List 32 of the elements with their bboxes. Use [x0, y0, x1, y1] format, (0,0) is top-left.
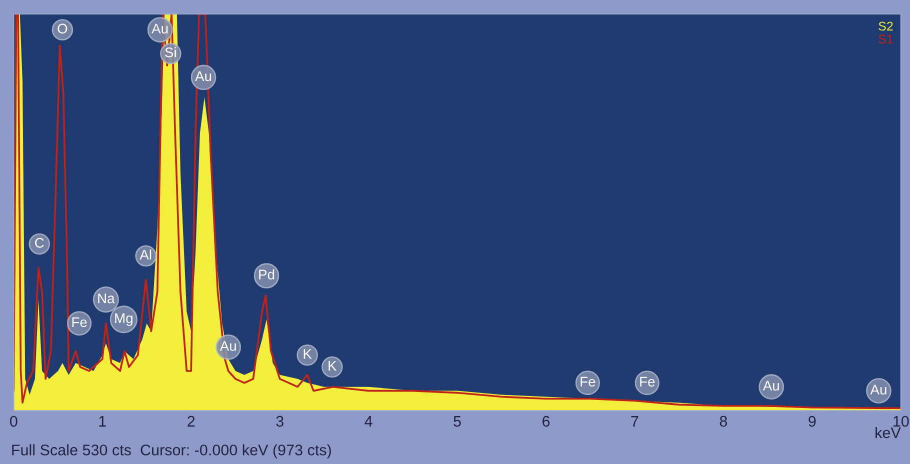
x-tick-label: 8: [720, 416, 728, 427]
text: S2: [878, 22, 893, 31]
x-axis-title: keV: [876, 426, 901, 438]
x-tick-label: 5: [454, 416, 461, 427]
x-tick-label: 9: [808, 416, 816, 427]
annotation: Si: [165, 47, 176, 58]
text: Full Scale 530 cts Cursor: -0.000 keV (973 cts): [12, 444, 331, 458]
annotation: C: [35, 238, 44, 248]
annotation: Au: [152, 24, 168, 34]
x-tick-label: 1: [99, 416, 106, 427]
annotation: Na: [98, 294, 115, 304]
annotation: Au: [195, 71, 212, 82]
annotation: O: [58, 24, 68, 34]
annotation: Au: [220, 341, 236, 351]
annotation: Pd: [259, 269, 274, 280]
x-tick-label: 2: [188, 416, 195, 427]
annotation: K: [328, 361, 337, 371]
annotation: Fe: [580, 376, 596, 387]
x-tick-label: 7: [631, 416, 638, 427]
text: S1: [878, 34, 893, 44]
x-tick-label: 0: [10, 416, 18, 427]
annotation: Al: [140, 249, 152, 260]
annotation: Fe: [640, 376, 655, 387]
x-tick-label: 10: [894, 416, 909, 427]
annotation: Fe: [72, 317, 87, 328]
x-tick-label: 6: [542, 416, 550, 427]
annotation: Au: [870, 384, 886, 395]
x-tick-label: 3: [276, 416, 284, 427]
x-tick-label: 4: [364, 416, 372, 427]
annotation: K: [304, 349, 312, 359]
annotation: Mg: [115, 313, 132, 326]
annotation: Au: [762, 380, 779, 391]
